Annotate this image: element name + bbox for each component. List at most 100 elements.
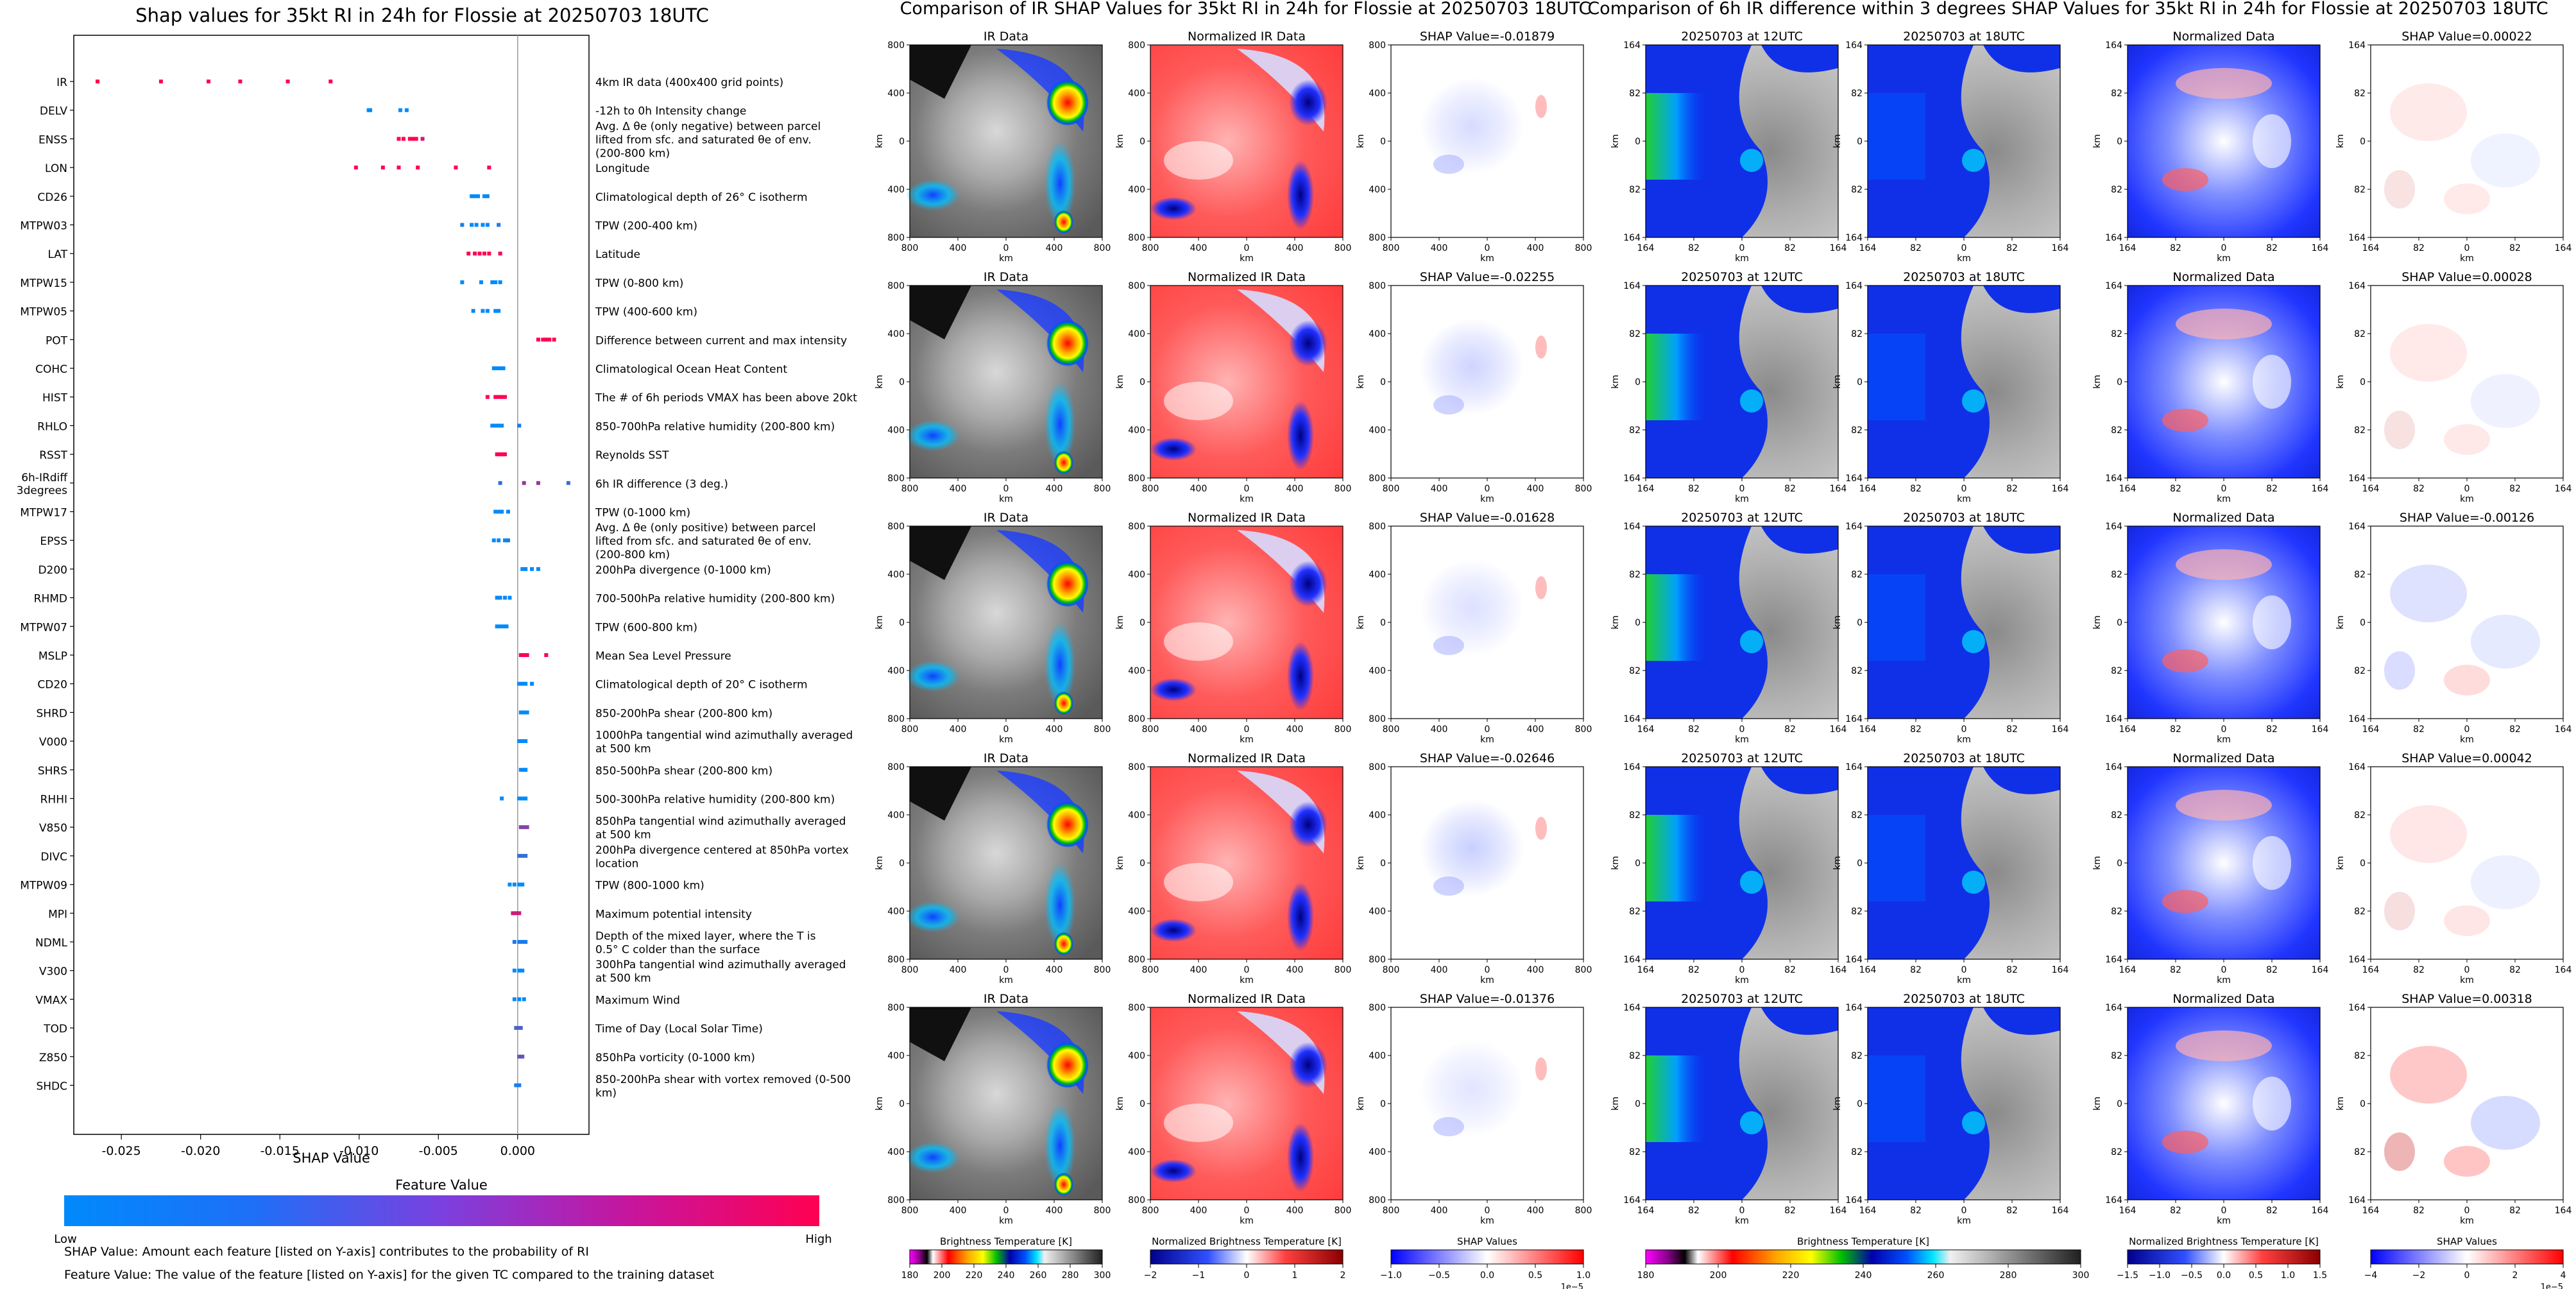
- shap-point: [504, 624, 509, 629]
- feature-label-MTPW09: MTPW09: [20, 880, 67, 892]
- x-tick-label: 164: [2312, 965, 2329, 975]
- shap-point: [524, 767, 528, 772]
- convective-core: [1054, 692, 1073, 715]
- shap-point: [512, 968, 516, 973]
- x-tick-label: 0: [2464, 965, 2470, 975]
- x-tick-label: 400: [1431, 484, 1448, 494]
- x-tick-label: 164: [1859, 724, 1877, 735]
- shap-point: [497, 223, 501, 227]
- x-tick-label: 400: [950, 1206, 967, 1216]
- x-tick-label: 82: [2170, 484, 2181, 494]
- shap-point: [420, 137, 425, 141]
- y-tick-label: 800: [1369, 522, 1386, 532]
- y-tick-label: 400: [1369, 810, 1386, 821]
- cold-region: [910, 526, 971, 580]
- shap-point: [547, 337, 552, 342]
- x-tick-label: 800: [1094, 243, 1111, 253]
- shap-point: [493, 395, 498, 399]
- x-tick-label: 0: [2464, 484, 2470, 494]
- y-axis-label: km: [2092, 856, 2103, 870]
- x-tick-label: 0: [1961, 724, 1967, 735]
- y-axis-label: km: [1832, 1097, 1843, 1111]
- x-tick-label: 800: [1383, 965, 1400, 975]
- feature-description: Depth of the mixed layer, where the T is: [595, 930, 816, 943]
- feature-description: 1000hPa tangential wind azimuthally aver…: [595, 730, 853, 742]
- x-axis-label: km: [2217, 975, 2231, 986]
- x-axis-label: km: [1480, 975, 1494, 986]
- x-axis-label: SHAP Value: [293, 1150, 370, 1166]
- shap-point: [497, 395, 501, 399]
- rainband: [906, 661, 960, 692]
- y-axis-label: km: [1356, 615, 1366, 629]
- shap-point: [398, 108, 402, 112]
- y-axis-label: km: [2092, 615, 2103, 629]
- feature-description: km): [595, 1087, 617, 1100]
- y-tick-label: 82: [2354, 1147, 2366, 1157]
- feature-description: (200-800 km): [595, 147, 670, 160]
- x-tick-label: 400: [1431, 1206, 1448, 1216]
- shap-blob: [2444, 905, 2490, 936]
- x-axis-label: km: [2217, 253, 2231, 264]
- shap-blob: [2390, 805, 2467, 863]
- feature-description: TPW (0-1000 km): [595, 507, 690, 520]
- feature-label-CD20: CD20: [37, 679, 67, 692]
- y-tick-label: 800: [1369, 1195, 1386, 1206]
- y-axis-label: km: [1832, 375, 1843, 389]
- shap-diff-map: [2371, 45, 2563, 237]
- colorbar-high-label: High: [805, 1233, 832, 1246]
- y-tick-label: 0: [1139, 137, 1145, 147]
- cloud-band: [1237, 49, 1325, 132]
- shap-point: [158, 80, 163, 83]
- y-tick-label: 164: [1623, 40, 1641, 51]
- shap-point: [490, 280, 495, 284]
- shap-point: [518, 653, 523, 657]
- x-tick-label: 82: [1688, 243, 1700, 253]
- cloud-shield: [1868, 334, 1925, 420]
- warming: [2176, 68, 2272, 99]
- shap-point: [481, 309, 485, 313]
- x-tick-label: 400: [1527, 243, 1544, 253]
- cloud-band: [996, 1011, 1084, 1094]
- colorbar-tick-label: 240: [998, 1270, 1015, 1281]
- x-tick-label: 82: [2413, 243, 2425, 253]
- x-tick-label: 82: [1688, 484, 1700, 494]
- y-tick-label: 82: [1851, 185, 1863, 195]
- x-tick-label: 400: [1286, 1206, 1304, 1216]
- x-tick-label: 400: [1431, 243, 1448, 253]
- x-tick-label: -0.015: [260, 1144, 300, 1158]
- shap-point: [522, 710, 526, 715]
- convective-core: [1054, 210, 1073, 234]
- y-tick-label: 164: [2348, 233, 2366, 243]
- y-tick-label: 82: [1629, 810, 1641, 821]
- rainband: [906, 901, 960, 932]
- shap-point: [524, 853, 528, 858]
- x-tick-label: 82: [2170, 243, 2181, 253]
- y-tick-label: 164: [1623, 714, 1641, 724]
- y-tick-label: 0: [2360, 618, 2366, 628]
- convective-core: [1046, 1042, 1089, 1088]
- y-tick-label: 0: [1139, 377, 1145, 388]
- x-tick-label: 800: [1142, 1206, 1159, 1216]
- x-axis-label: km: [1735, 253, 1749, 264]
- x-tick-label: 82: [1688, 965, 1700, 975]
- warming: [2162, 409, 2208, 432]
- shap-point: [500, 423, 504, 428]
- y-tick-label: 800: [1128, 474, 1145, 484]
- y-axis-label: km: [874, 1097, 885, 1111]
- shap-point: [466, 252, 471, 256]
- shap-diff-map: [2371, 286, 2563, 478]
- y-tick-label: 0: [1857, 858, 1863, 869]
- feature-label-COHC: COHC: [35, 363, 67, 376]
- y-tick-label: 0: [1857, 377, 1863, 388]
- y-axis-label: km: [1356, 856, 1366, 870]
- shap-point: [500, 796, 504, 801]
- feature-description: TPW (200-400 km): [595, 220, 697, 233]
- x-tick-label: 400: [950, 484, 967, 494]
- shap-point: [524, 940, 528, 944]
- shap-blob: [2471, 133, 2540, 187]
- y-tick-label: 800: [1369, 281, 1386, 291]
- shap-point: [522, 653, 526, 657]
- y-tick-label: 800: [887, 714, 905, 724]
- panel-title: Normalized Data: [2172, 270, 2274, 284]
- y-tick-label: 82: [2354, 89, 2366, 99]
